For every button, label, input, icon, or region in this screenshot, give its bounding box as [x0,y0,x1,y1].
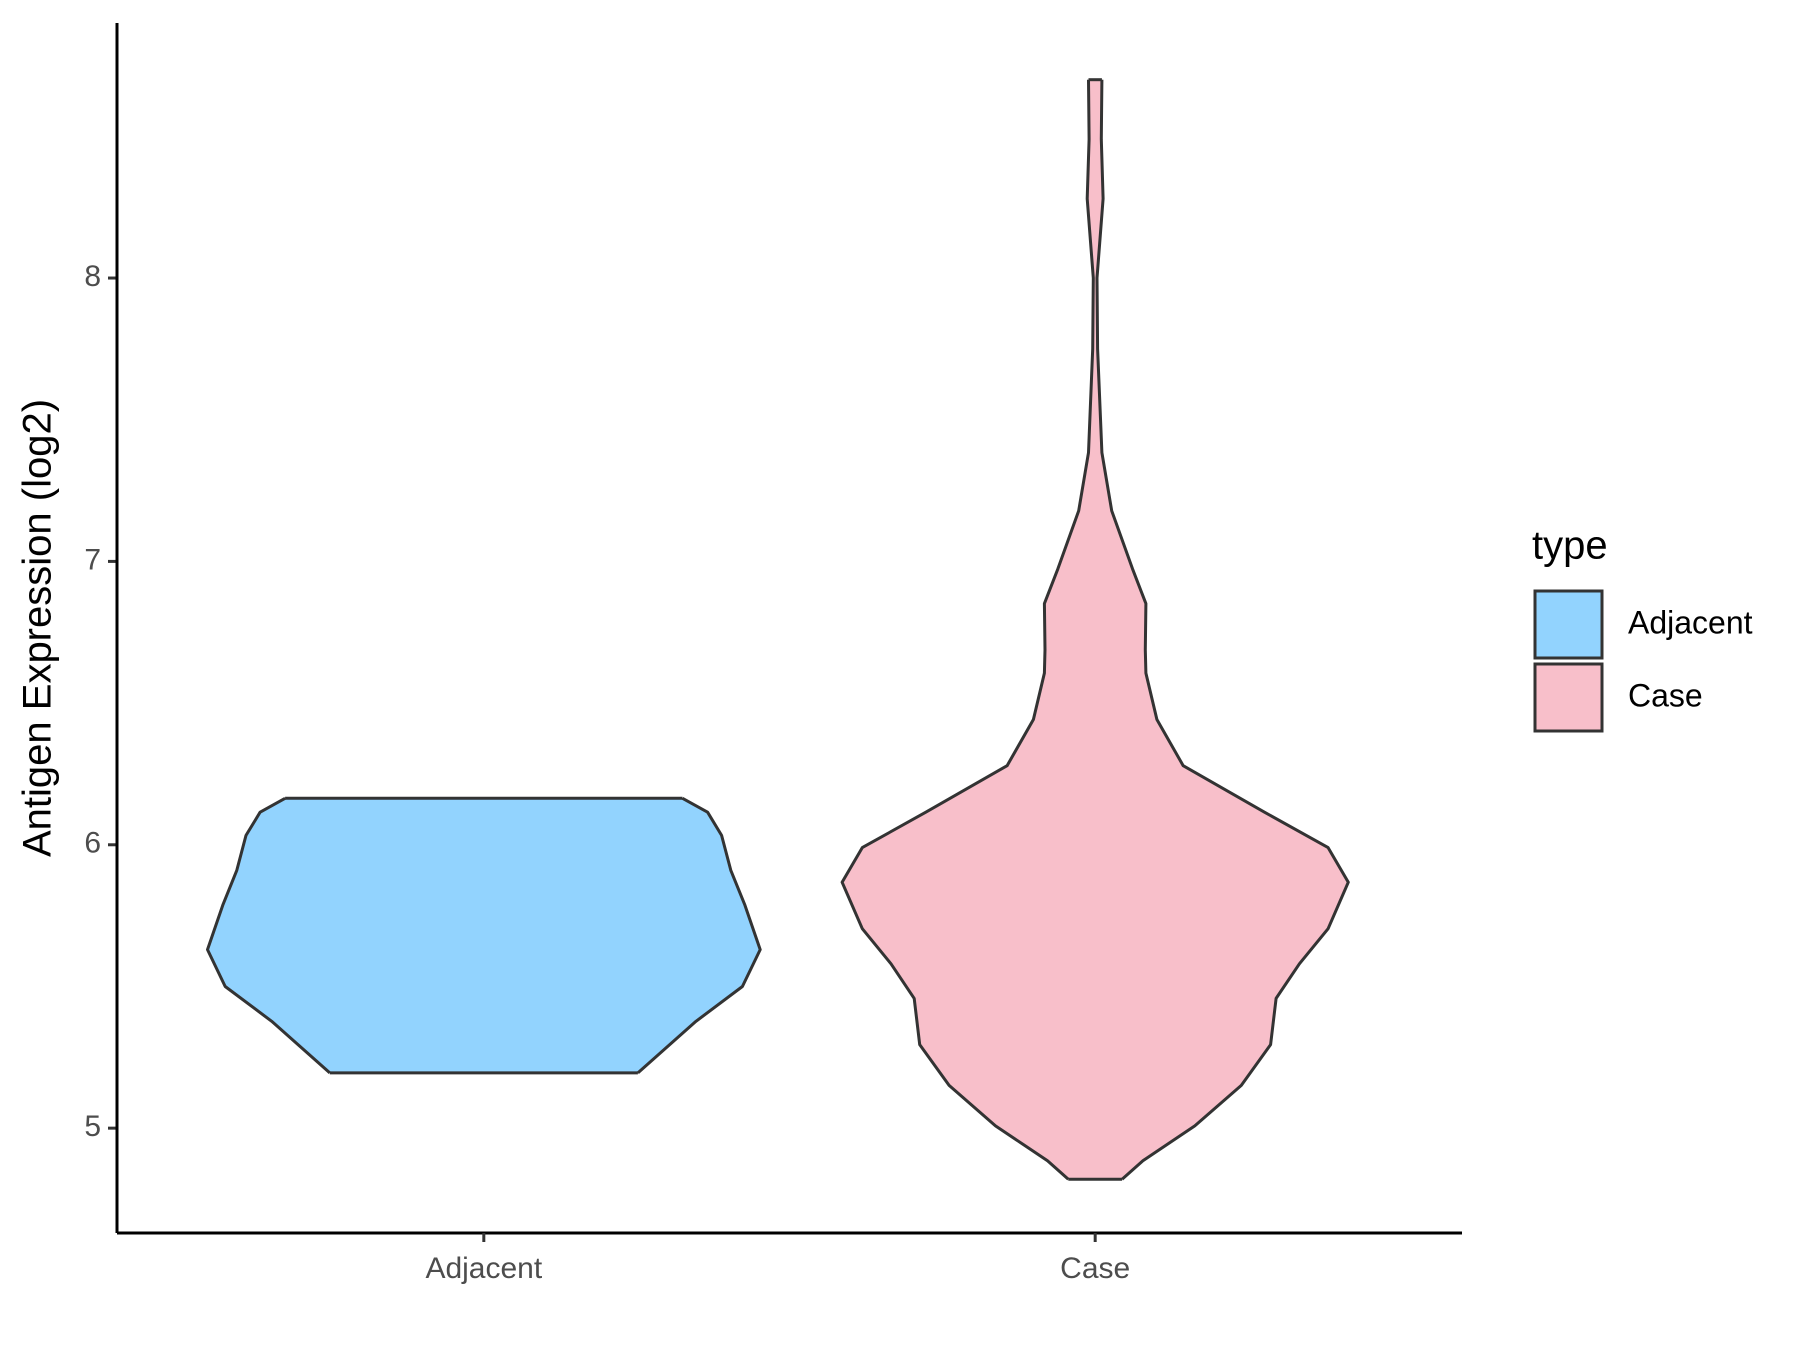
x-tick-label: Adjacent [425,1252,542,1285]
legend-key [1533,662,1604,733]
y-tick-label: 8 [84,260,101,293]
violin-body [842,79,1349,1180]
legend-title: type [1532,524,1608,568]
x-tick-label: Case [1060,1252,1130,1285]
y-tick-label: 7 [84,543,101,576]
y-tick-label: 6 [84,827,101,860]
y-tick-label: 5 [84,1110,101,1143]
violin-left-edge [206,796,331,1075]
violin-right-edge [636,796,762,1075]
violin-right-edge [1095,79,1350,1181]
legend-key [1533,589,1604,660]
y-axis-title: Antigen Expression (log2) [16,399,60,857]
violin-body [207,798,761,1073]
violin-left-edge [840,79,1095,1181]
legend-label: Adjacent [1628,604,1753,640]
legend-label: Case [1628,677,1703,713]
